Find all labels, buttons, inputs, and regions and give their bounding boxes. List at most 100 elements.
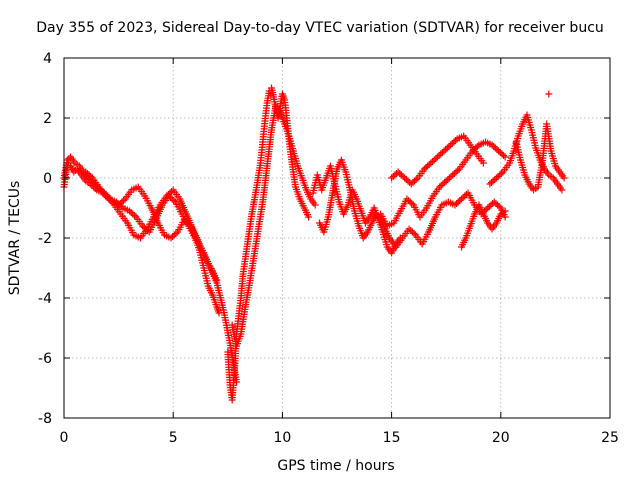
data-point [438,149,446,156]
data-point [106,197,114,204]
data-point [445,174,453,182]
data-point [129,210,137,218]
data-point [442,177,450,185]
data-point [105,195,113,203]
data-point [451,201,459,209]
data-point [498,150,506,158]
data-point [558,186,566,194]
data-point [456,197,464,204]
series-track-10 [388,132,487,188]
data-point [409,179,417,186]
data-point [412,176,420,183]
data-point [305,213,313,221]
x-tick-label: 20 [492,430,510,446]
data-point [457,195,465,203]
data-point [489,177,497,185]
y-tick-label: 2 [43,111,52,127]
data-point [452,168,460,176]
data-point [429,158,437,165]
data-point [389,173,397,180]
data-point [447,173,455,180]
data-point [451,137,459,144]
y-axis-label: SDTVAR / TECUs [7,181,23,296]
data-point [116,200,124,207]
x-tick-label: 5 [169,430,178,446]
data-point [439,180,447,188]
data-point [545,90,553,98]
data-point [396,170,404,177]
y-tick-label: -4 [38,291,52,307]
data-point [103,194,111,201]
data-point [120,197,128,204]
data-point [484,204,492,212]
data-point [449,171,457,179]
data-point [397,171,405,179]
data-point [494,173,502,180]
data-point [479,159,487,167]
data-point [182,218,190,225]
data-point [405,225,413,233]
data-point [430,156,438,164]
data-point [168,188,176,195]
x-axis-label: GPS time / hours [277,458,394,474]
data-point [183,219,191,227]
data-point [492,174,500,182]
data-point [501,213,509,221]
data-point [420,165,428,173]
data-point [495,147,503,155]
data-point [488,179,496,186]
series-track-11 [457,201,509,251]
data-point [487,201,495,209]
data-point [410,230,418,237]
data-point [447,141,455,149]
data-point [407,180,415,188]
data-points [60,84,568,404]
data-point [169,233,177,240]
x-tick-label: 0 [60,430,69,446]
data-point [424,162,432,170]
data-point [388,174,396,182]
data-point [408,228,416,236]
series-track-13 [512,120,568,194]
series-track-5 [228,102,319,350]
data-point [494,201,502,209]
data-point [501,153,509,161]
data-point [404,177,412,185]
data-point [485,203,493,210]
data-point [406,198,414,206]
data-point [435,152,443,159]
data-point [473,143,481,150]
data-point [425,161,433,168]
data-point [448,140,456,147]
series-isolated [545,90,553,98]
data-point [170,231,178,239]
data-point [311,201,319,209]
series-track-7 [316,156,398,248]
data-point [497,170,505,177]
data-point [490,143,498,150]
data-point [493,146,501,153]
data-point [391,171,399,179]
data-point [442,146,450,153]
data-point [163,192,171,200]
y-tick-label: -2 [38,231,52,247]
data-point [166,189,174,197]
data-point [403,195,411,203]
data-point [450,138,458,146]
data-point [394,168,402,176]
data-point [496,171,504,179]
data-point [433,153,441,161]
y-tick-label: -8 [38,411,52,427]
data-point [164,191,172,198]
data-point [130,212,138,219]
x-axis: 0 5 10 15 20 25 [60,58,619,446]
data-point [437,150,445,158]
data-point [422,164,430,171]
data-point [501,207,509,215]
data-point [496,149,504,156]
data-point [83,170,91,177]
data-point [180,216,188,224]
data-point [82,168,90,176]
series-track-8 [377,138,509,230]
